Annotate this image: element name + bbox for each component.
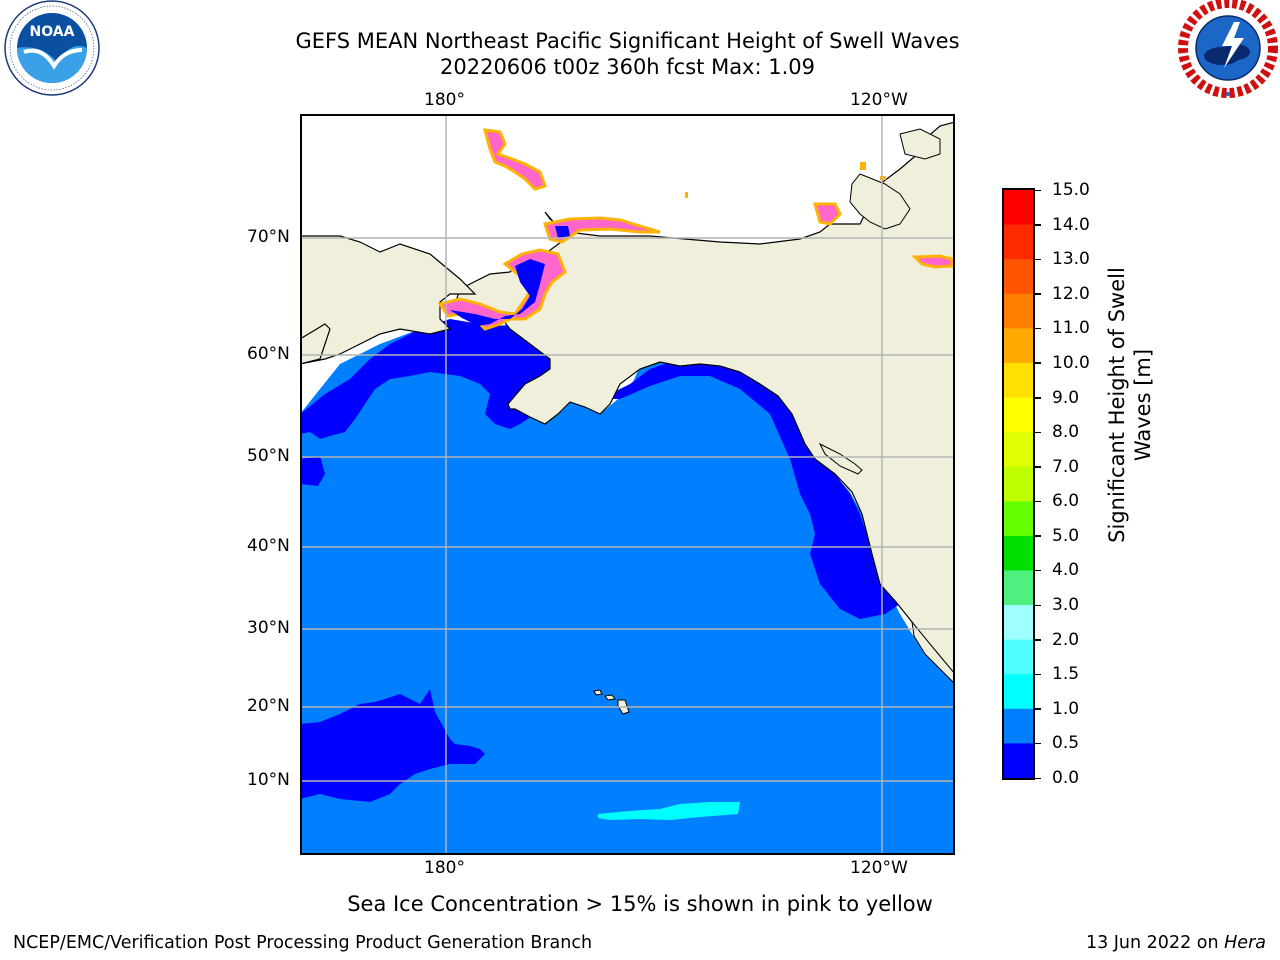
sea-ice-overlay [437, 128, 954, 331]
colorbar-tick-mark [1035, 639, 1041, 641]
colorbar-tick-mark [1035, 258, 1041, 261]
swell-height-map [300, 114, 955, 855]
chart-title-line1: GEFS MEAN Northeast Pacific Significant … [295, 29, 960, 53]
colorbar-swatch [1004, 293, 1034, 329]
colorbar-tick-mark [1035, 431, 1041, 434]
ocean-swell-0-0.5-west [301, 456, 325, 486]
colorbar-swatch [1004, 535, 1034, 571]
colorbar-swatch [1004, 743, 1034, 779]
colorbar-tick-label: 6.0 [1052, 491, 1080, 512]
lat-label-50n: 50°N [247, 446, 290, 466]
chart-title-line2: 20220606 t00z 360h fcst Max: 1.09 [440, 55, 815, 79]
colorbar-swatch [1004, 432, 1034, 468]
colorbar-tick-mark [1035, 535, 1041, 537]
colorbar-tick-label: 7.0 [1052, 456, 1080, 477]
colorbar-swatch [1004, 501, 1034, 537]
colorbar-swatch [1004, 708, 1034, 744]
ocean-swell-0-0.5-southwest [301, 689, 485, 802]
land-arctic-islands-2 [899, 128, 941, 160]
colorbar-label-line2: Waves [m] [1131, 348, 1155, 462]
sea-ice-note: Sea Ice Concentration > 15% is shown in … [347, 892, 933, 916]
land-arctic-islands [849, 173, 911, 230]
land-vancouver-island [818, 442, 863, 475]
colorbar-tick-label: 14.0 [1052, 214, 1090, 235]
lat-label-20n: 20°N [247, 696, 290, 716]
footer-host: Hera [1224, 933, 1266, 953]
colorbar-tick-label: 9.0 [1052, 387, 1080, 408]
colorbar-tick-label: 13.0 [1052, 249, 1090, 270]
colorbar-tick-label: 0.5 [1052, 733, 1080, 754]
colorbar-swatch [1004, 674, 1034, 710]
footer-branch: NCEP/EMC/Verification Post Processing Pr… [13, 933, 593, 953]
colorbar-swatch [1004, 466, 1034, 502]
colorbar-tick-mark [1035, 189, 1041, 191]
colorbar-tick-label: 0.0 [1052, 768, 1080, 788]
lat-label-70n: 70°N [247, 227, 290, 247]
footer-date-text: 13 Jun 2022 on [1085, 933, 1225, 953]
land-kamchatka [301, 323, 331, 365]
land-hawaii [593, 689, 630, 715]
land-siberia [301, 235, 477, 365]
colorbar-swatch [1004, 362, 1034, 399]
colorbar-tick-label: 2.0 [1052, 629, 1080, 650]
noaa-logo-text: NOAA [30, 24, 75, 40]
map-gridlines [301, 115, 954, 854]
colorbar-tick-mark [1035, 708, 1041, 710]
footer-date: 13 Jun 2022 on Hera [1086, 932, 1266, 954]
colorbar-label-line1: Significant Height of Swell [1105, 267, 1129, 543]
colorbar [1002, 188, 1035, 780]
ocean-swell-0-0.5-gulf [600, 362, 900, 619]
colorbar-swatch [1004, 259, 1034, 295]
colorbar-swatch [1004, 328, 1034, 364]
lon-label-top-180: 180° [424, 90, 465, 110]
land-baja [911, 620, 954, 684]
map-frame [300, 114, 955, 855]
colorbar-tick-mark [1035, 500, 1041, 503]
colorbar-tick-label: 12.0 [1052, 283, 1090, 304]
colorbar-swatch [1004, 570, 1034, 606]
colorbar-tick-mark [1035, 397, 1041, 399]
colorbar-tick-mark [1035, 777, 1041, 779]
ocean-swell-1.0-1.5 [598, 802, 740, 820]
colorbar-swatch [1004, 605, 1034, 641]
colorbar-frame [1002, 188, 1035, 780]
lat-label-60n: 60°N [247, 344, 290, 364]
colorbar-tick-label: 1.0 [1052, 698, 1080, 719]
colorbar-tick-mark [1035, 569, 1041, 572]
colorbar-tick-label: 5.0 [1052, 525, 1080, 546]
lon-label-bottom-120w: 120°W [850, 858, 908, 878]
colorbar-tick-label: 4.0 [1052, 560, 1080, 581]
lat-label-10n: 10°N [247, 770, 290, 790]
colorbar-tick-label: 8.0 [1052, 422, 1080, 443]
lon-label-top-120w: 120°W [850, 90, 908, 110]
lon-label-bottom-180: 180° [424, 858, 465, 878]
colorbar-tick-label: 10.0 [1052, 352, 1090, 373]
nws-logo [1178, 0, 1278, 98]
colorbar-tick-mark [1035, 224, 1041, 226]
colorbar-tick-mark [1035, 362, 1041, 364]
colorbar-label: Significant Height of Swell Waves [m] [1104, 175, 1156, 635]
colorbar-tick-label: 11.0 [1052, 318, 1090, 339]
colorbar-swatch [1004, 639, 1034, 675]
colorbar-tick-label: 3.0 [1052, 595, 1080, 616]
colorbar-tick-mark [1035, 293, 1041, 295]
noaa-logo: NOAA [4, 0, 100, 96]
colorbar-tick-mark [1035, 604, 1041, 607]
colorbar-swatch [1004, 397, 1034, 433]
colorbar-tick-label: 1.5 [1052, 664, 1080, 685]
colorbar-tick-label: 15.0 [1052, 180, 1090, 200]
colorbar-swatch [1004, 224, 1034, 260]
colorbar-tick-mark [1035, 466, 1041, 468]
colorbar-tick-mark [1035, 742, 1041, 745]
lat-label-40n: 40°N [247, 536, 290, 556]
colorbar-tick-mark [1035, 327, 1041, 330]
lat-label-30n: 30°N [247, 618, 290, 638]
colorbar-tick-mark [1035, 673, 1041, 676]
land-north-america [454, 121, 954, 684]
colorbar-swatch [1004, 190, 1034, 226]
